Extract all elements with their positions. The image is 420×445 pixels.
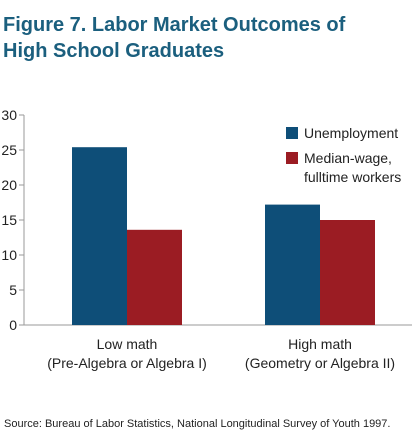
chart-title-line-1: Figure 7. Labor Market Outcomes of — [3, 14, 346, 36]
bar-median-wage-high-math — [320, 220, 375, 325]
y-tick-label-10: 10 — [1, 247, 17, 263]
x-category-label-low-math-line-2: (Pre-Algebra or Algebra I) — [47, 355, 207, 371]
source-note: Source: Bureau of Labor Statistics, Nati… — [4, 418, 391, 430]
y-tick-label-0: 0 — [9, 317, 17, 333]
chart-title: Figure 7. Labor Market Outcomes of High … — [3, 12, 417, 64]
x-category-label-high-math-line-1: High math — [288, 336, 352, 352]
y-tick-label-5: 5 — [9, 282, 17, 298]
bar-median-wage-low-math — [127, 229, 182, 325]
legend-label-median-wage-line-2: fulltime workers — [304, 169, 401, 185]
legend-swatch-unemployment — [286, 127, 298, 139]
bar-unemployment-low-math — [72, 147, 127, 325]
y-tick-label-15: 15 — [1, 212, 17, 228]
legend-swatch-median-wage — [286, 152, 298, 164]
bar-unemployment-high-math — [265, 204, 320, 325]
x-category-label-high-math-line-2: (Geometry or Algebra II) — [245, 355, 395, 371]
legend-label-median-wage-line-1: Median-wage, — [304, 150, 392, 166]
y-tick-label-25: 25 — [1, 142, 17, 158]
y-tick-label-20: 20 — [1, 177, 17, 193]
y-tick-label-30: 30 — [1, 107, 17, 123]
chart-title-line-2: High School Graduates — [3, 40, 225, 62]
x-category-label-low-math-line-1: Low math — [97, 336, 158, 352]
legend-label-unemployment-line-1: Unemployment — [304, 125, 398, 141]
